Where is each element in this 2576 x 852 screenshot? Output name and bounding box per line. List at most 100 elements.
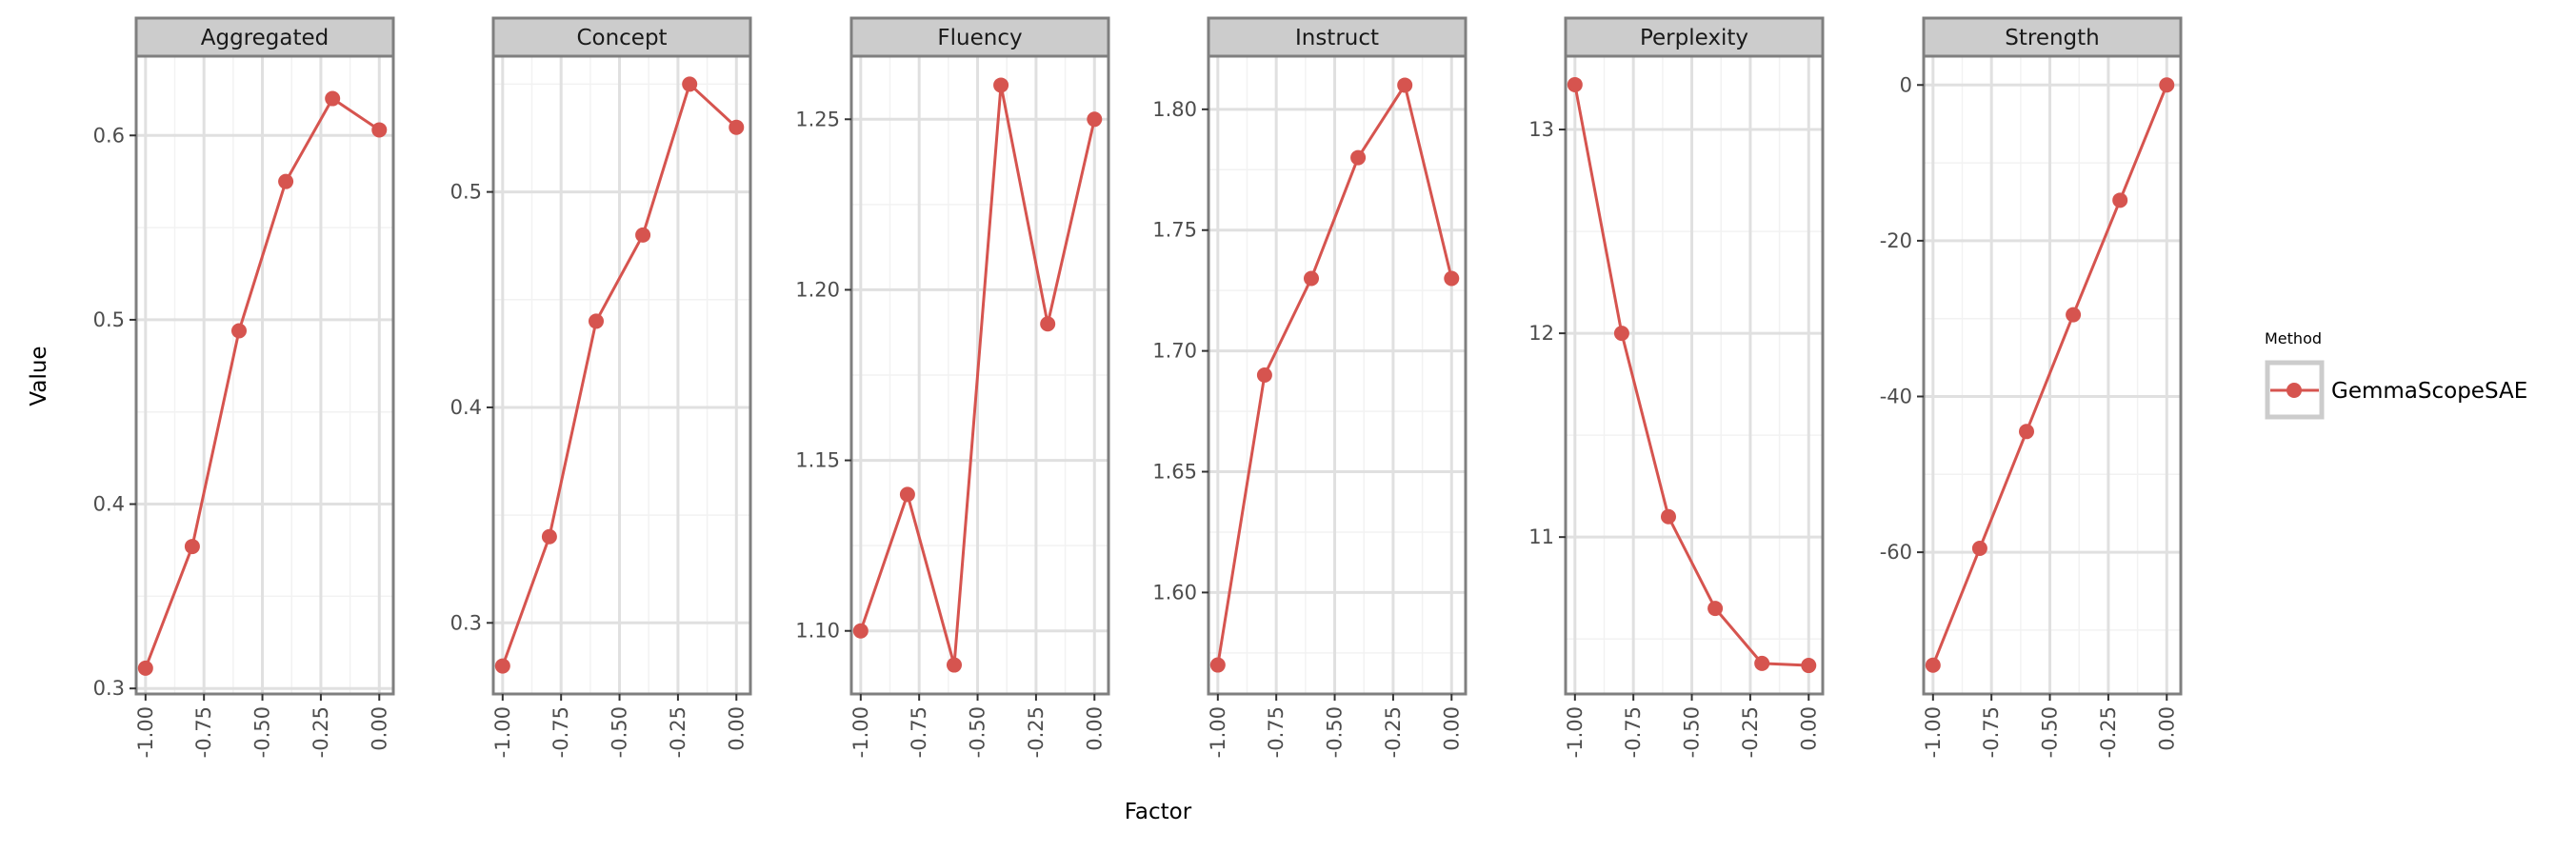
y-tick-label: 0.4 [93, 493, 125, 516]
facet-strip-label-aggregated: Aggregated [201, 26, 329, 50]
data-point-concept [682, 76, 698, 92]
y-tick-label: 1.25 [795, 108, 840, 130]
y-tick-label: 0.3 [450, 611, 482, 634]
data-point-fluency [1087, 111, 1103, 128]
y-tick-label: 1.20 [795, 278, 840, 301]
panel-concept: Concept 0.3 0.4 0.5 -1.00 -0.75 -0.50 -0.25 0.00 [450, 16, 752, 758]
y-tick-label: 13 [1528, 118, 1554, 141]
legend-label-gemmascopesae: GemmaScopeSAE [2331, 379, 2527, 404]
data-point-instruct [1444, 270, 1460, 287]
facet-strip-label-concept: Concept [576, 26, 667, 50]
y-tick-label: 1.15 [795, 449, 840, 472]
legend: Method GemmaScopeSAE [2265, 329, 2527, 420]
x-tick-label: -1.00 [849, 706, 872, 758]
x-tick-label: -0.75 [1622, 706, 1645, 758]
legend-title: Method [2265, 329, 2322, 347]
x-tick-label: -0.50 [1324, 706, 1347, 758]
panel-perplexity: Perplexity 11 12 13 -1.00 -0.75 -0.50 -0.25 0.00 [1528, 16, 1825, 758]
facet-strip [1207, 16, 1468, 58]
x-tick-label: -0.25 [667, 706, 689, 758]
y-tick-label: -20 [1880, 229, 1912, 252]
facet-strip [1564, 16, 1825, 58]
data-point-aggregated [371, 122, 388, 138]
data-point-aggregated [184, 539, 200, 555]
facet-strip [1922, 16, 2183, 58]
data-point-strength [2019, 424, 2034, 440]
x-tick-label: -0.75 [192, 706, 215, 758]
panel-strength: Strength -60 -40 -20 0 -1.00 -0.75 -0.50 -0.25 0.… [1880, 16, 2183, 758]
y-tick-label: 0.5 [93, 308, 125, 331]
y-axis-title: Value [27, 346, 51, 406]
y-tick-label: 1.70 [1152, 340, 1197, 363]
y-tick-label: 0.3 [93, 677, 125, 700]
x-tick-label: 0.00 [1083, 706, 1106, 751]
facet-strip-label-perplexity: Perplexity [1640, 26, 1748, 50]
data-point-instruct [1304, 270, 1319, 287]
y-tick-label: 11 [1528, 525, 1554, 548]
panel-instruct: Instruct 1.60 1.65 1.70 1.75 1.80 -1.00 -0.75 -0… [1152, 16, 1468, 758]
panels-layer: Aggregated 0.3 0.4 0.5 0.6 -1.00 -0.75 -0.50 -0.… [93, 16, 2183, 758]
y-tick-label: 0.6 [93, 124, 125, 147]
data-point-concept [729, 119, 745, 135]
x-tick-label: -0.50 [2039, 706, 2062, 758]
series-line-concept [501, 82, 738, 667]
x-tick-label: -1.00 [491, 706, 514, 758]
y-tick-label: 1.80 [1152, 98, 1197, 121]
data-point-perplexity [1661, 508, 1676, 525]
x-tick-label: 0.00 [2155, 706, 2178, 751]
data-point-fluency [1040, 316, 1056, 332]
y-tick-label: 0 [1900, 73, 1912, 96]
data-point-aggregated [325, 90, 341, 107]
facet-strip-label-fluency: Fluency [937, 26, 1022, 50]
x-tick-label: -0.50 [609, 706, 631, 758]
x-tick-label: -0.75 [908, 706, 930, 758]
data-point-strength [2066, 307, 2082, 323]
x-tick-label: -0.25 [1025, 706, 1048, 758]
data-point-fluency [993, 77, 1009, 93]
data-point-perplexity [1801, 658, 1817, 674]
x-tick-label: -0.50 [251, 706, 274, 758]
x-tick-label: -0.75 [1980, 706, 2003, 758]
data-point-concept [494, 658, 510, 674]
x-tick-label: 0.00 [1440, 706, 1463, 751]
x-tick-label: 0.00 [725, 706, 748, 751]
data-point-fluency [899, 486, 915, 503]
data-point-concept [589, 313, 604, 329]
data-point-aggregated [137, 660, 153, 676]
x-tick-label: -0.50 [967, 706, 989, 758]
panel-fluency: Fluency 1.10 1.15 1.20 1.25 -1.00 -0.75 -0.50 -0… [795, 16, 1110, 758]
x-tick-label: -0.75 [1265, 706, 1288, 758]
facet-strip-label-instruct: Instruct [1295, 26, 1379, 50]
series-line-fluency [859, 83, 1096, 667]
y-tick-label: 0.5 [450, 181, 482, 204]
data-point-perplexity [1567, 76, 1583, 92]
series-line-aggregated [144, 97, 381, 669]
series-line-strength [1931, 84, 2168, 666]
x-tick-label: 0.00 [1797, 706, 1820, 751]
facet-strip-label-strength: Strength [2005, 26, 2100, 50]
y-tick-label: 1.60 [1152, 581, 1197, 604]
data-point-perplexity [1613, 326, 1629, 342]
data-point-fluency [852, 623, 869, 639]
data-point-strength [2159, 77, 2175, 93]
x-tick-label: -0.75 [549, 706, 572, 758]
x-axis-title: Factor [1125, 800, 1192, 824]
data-point-instruct [1209, 657, 1226, 673]
y-tick-label: 12 [1528, 322, 1554, 345]
x-tick-label: -0.25 [310, 706, 332, 758]
data-point-strength [2112, 192, 2128, 208]
x-tick-label: -0.25 [2097, 706, 2120, 758]
facet-strip [849, 16, 1110, 58]
x-tick-label: -1.00 [1207, 706, 1229, 758]
x-tick-label: -0.50 [1681, 706, 1704, 758]
y-tick-label: 1.10 [795, 620, 840, 643]
x-tick-label: -1.00 [134, 706, 157, 758]
legend-key-point [2286, 383, 2302, 398]
x-tick-label: -1.00 [1564, 706, 1587, 758]
x-tick-label: -0.25 [1382, 706, 1405, 758]
y-tick-label: -60 [1880, 541, 1912, 564]
data-point-strength [1925, 657, 1941, 673]
facet-strip [491, 16, 752, 58]
